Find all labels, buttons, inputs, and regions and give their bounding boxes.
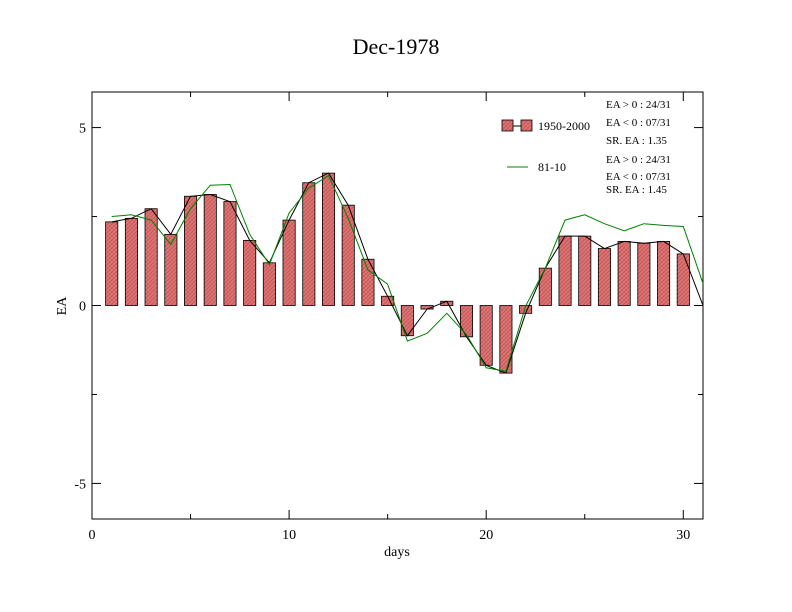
bar <box>538 267 552 306</box>
chart-title: Dec-1978 <box>353 34 440 59</box>
series-line-1950-2000 <box>111 172 704 374</box>
bar <box>499 305 513 374</box>
legend-label-81-10: 81-10 <box>538 160 566 174</box>
bar <box>262 262 276 306</box>
y-axis-label: EA <box>55 296 70 316</box>
bar <box>400 305 414 337</box>
legend: 1950-2000 EA > 0 : 24/31 EA < 0 : 07/31 … <box>501 99 671 196</box>
stats-1950-2000-line-3: SR. EA : 1.35 <box>606 135 667 147</box>
bar <box>243 239 257 306</box>
y-tick-label: 0 <box>79 300 86 315</box>
stats-1950-2000-line-1: EA > 0 : 24/31 <box>606 99 671 111</box>
bar <box>597 248 611 306</box>
bar <box>361 258 375 306</box>
legend-swatch-bar-left <box>501 119 514 132</box>
x-tick-label: 30 <box>676 528 690 543</box>
bar <box>341 204 355 306</box>
bar <box>459 305 473 338</box>
x-tick-label: 10 <box>282 528 296 543</box>
bar <box>105 221 119 306</box>
bar <box>479 305 493 366</box>
legend-swatch-bar-right <box>520 119 533 132</box>
bar <box>203 194 217 306</box>
bar <box>617 241 631 306</box>
axis-ticks: 0 10 20 30 -5 0 5 <box>74 92 703 543</box>
bar <box>223 201 237 306</box>
bar <box>558 235 572 306</box>
series-line-81-10 <box>111 174 704 372</box>
bar <box>282 219 296 306</box>
y-tick-label: 5 <box>79 122 86 137</box>
line-series <box>111 172 704 374</box>
y-tick-label: -5 <box>74 477 86 492</box>
bar <box>144 208 158 306</box>
stats-81-10-line-2: EA < 0 : 07/31 <box>606 171 671 183</box>
stats-81-10-line-3: SR. EA : 1.45 <box>606 184 667 196</box>
bar <box>578 235 592 306</box>
x-tick-label: 0 <box>89 528 96 543</box>
bar <box>124 217 138 306</box>
bar <box>184 195 198 306</box>
stats-81-10-line-1: EA > 0 : 24/31 <box>606 154 671 166</box>
x-axis-label: days <box>384 545 410 560</box>
legend-label-1950-2000: 1950-2000 <box>538 119 590 133</box>
bar <box>302 182 316 306</box>
x-tick-label: 20 <box>479 528 493 543</box>
stats-1950-2000-line-2: EA < 0 : 07/31 <box>606 117 671 129</box>
bar-series <box>105 172 690 374</box>
bar <box>676 253 690 306</box>
bar <box>657 241 671 306</box>
bar <box>322 172 336 306</box>
bar <box>637 242 651 306</box>
